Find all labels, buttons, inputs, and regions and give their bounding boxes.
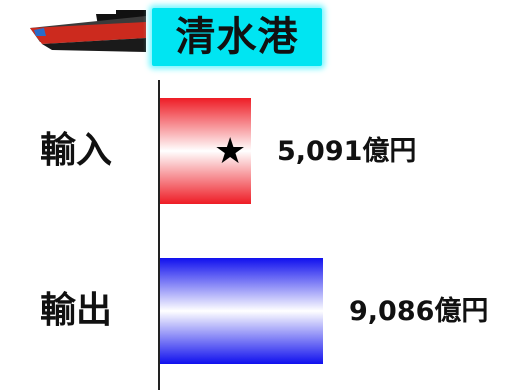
star-marker: ★ xyxy=(214,131,247,172)
chart-title: 清水港 xyxy=(175,14,299,60)
category-label-export: 輸出 xyxy=(40,290,113,331)
bar-export xyxy=(160,258,323,364)
category-label-import: 輸入 xyxy=(40,130,113,171)
bar-import xyxy=(160,98,251,204)
value-label-export: 9,086億円 xyxy=(349,296,489,327)
ship-icon xyxy=(30,10,146,52)
title-box: 清水港 xyxy=(152,8,322,66)
value-label-import: 5,091億円 xyxy=(277,136,417,167)
